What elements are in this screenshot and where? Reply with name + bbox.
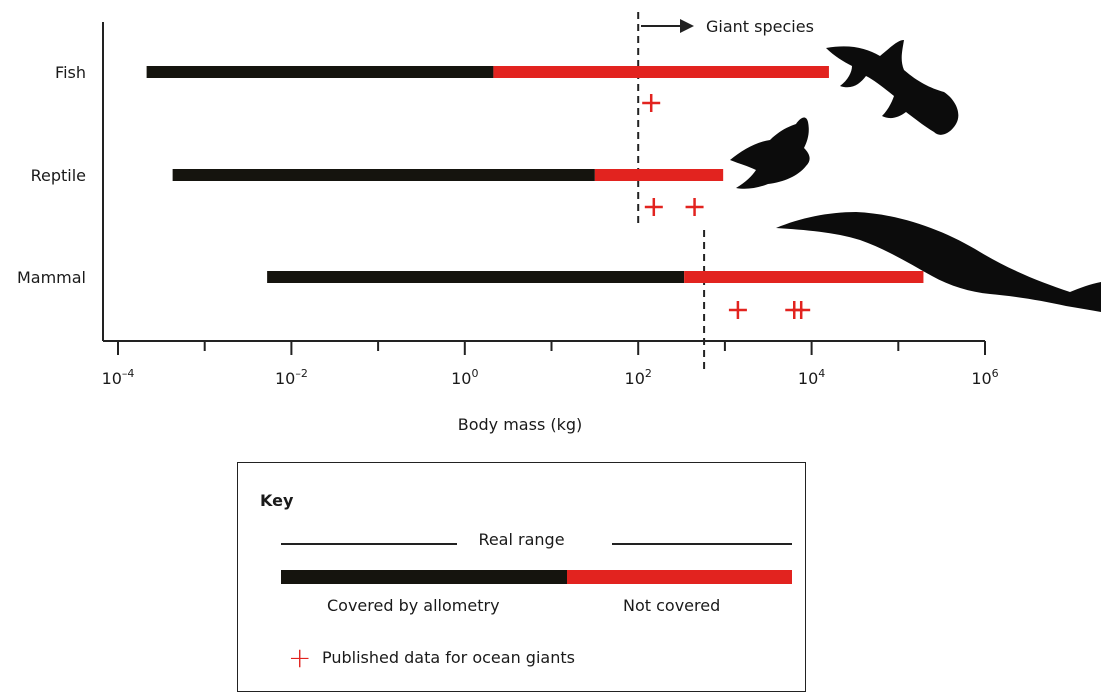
key-published-label: Published data for ocean giants (322, 648, 575, 667)
real-range-line-right (612, 543, 792, 545)
bar-covered-reptile (172, 169, 595, 181)
key-covered-label: Covered by allometry (327, 596, 500, 615)
x-tick-label: 100 (451, 367, 478, 388)
bar-not-covered-reptile (594, 169, 724, 181)
sea-turtle-icon (730, 117, 810, 189)
giant-species-label: Giant species (706, 17, 814, 36)
bar-covered-mammal (267, 271, 685, 283)
x-tick-label: 10–4 (102, 367, 135, 388)
threshold-lines (637, 12, 706, 370)
published-marker-mammal (728, 301, 747, 319)
range-bars (146, 66, 924, 283)
chart-svg: 10–4 10–2 100 102 104 106 Fish Reptile Mammal B… (17, 12, 1101, 434)
real-range-label: Real range (478, 530, 565, 549)
published-marker-fish (642, 94, 661, 112)
row-labels: Fish Reptile Mammal (17, 63, 86, 287)
x-tick-labels: 10–4 10–2 100 102 104 106 (102, 367, 999, 388)
key-not-covered-swatch (567, 570, 792, 584)
whale-icon (776, 212, 1101, 312)
bar-not-covered-fish (493, 66, 829, 78)
real-range-line-left (281, 543, 457, 545)
key-box: Key Real range Covered by allometry Not … (237, 462, 806, 692)
key-plus-icon: + (288, 641, 312, 674)
published-markers (642, 94, 811, 319)
bar-not-covered-mammal (684, 271, 924, 283)
whale-shark-icon (826, 40, 959, 135)
key-title: Key (260, 491, 294, 510)
x-tick-label: 102 (625, 367, 652, 388)
x-tick-label: 10–2 (275, 367, 308, 388)
bar-covered-fish (146, 66, 494, 78)
giant-species-annotation: Giant species (641, 17, 814, 36)
published-marker-mammal (792, 301, 811, 319)
x-ticks (117, 341, 986, 355)
key-not-covered-label: Not covered (623, 596, 721, 615)
arrow-right-icon (680, 19, 694, 33)
x-tick-label: 106 (971, 367, 998, 388)
x-axis-label: Body mass (kg) (458, 415, 583, 434)
key-covered-swatch (281, 570, 567, 584)
row-label-fish: Fish (55, 63, 86, 82)
published-marker-reptile (685, 198, 704, 216)
axes (102, 22, 985, 342)
x-tick-label: 104 (798, 367, 825, 388)
row-label-mammal: Mammal (17, 268, 86, 287)
row-label-reptile: Reptile (31, 166, 86, 185)
published-marker-reptile (644, 198, 663, 216)
